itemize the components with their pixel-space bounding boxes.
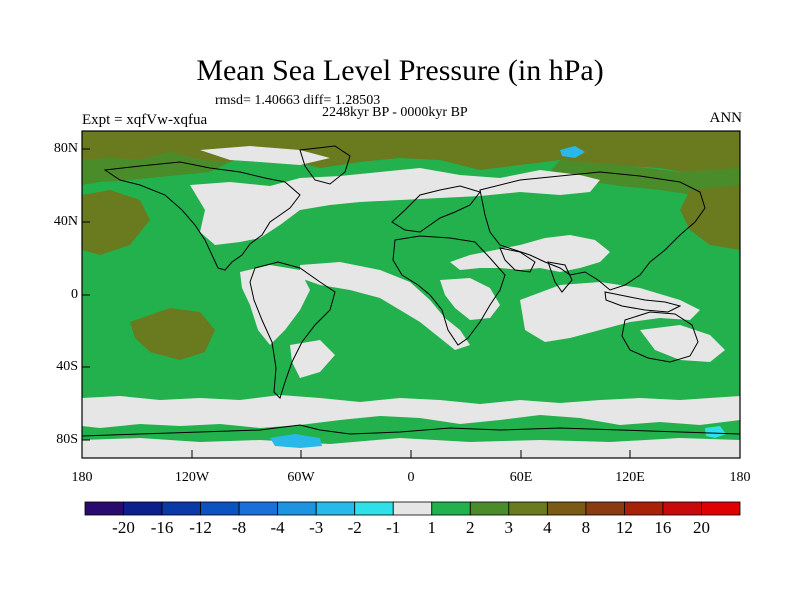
- map-ticks: [82, 148, 631, 458]
- colorbar-swatch: [123, 501, 163, 516]
- lat-label-0: 0: [71, 287, 78, 302]
- field-zero-natl: [190, 168, 600, 245]
- coast-indonesia: [604, 291, 682, 313]
- lon-label-120e: 120E: [615, 470, 645, 485]
- colorbar-label: 4: [543, 518, 552, 537]
- field-neg-antarctic: [270, 434, 322, 448]
- colorbar-swatch: [200, 501, 240, 516]
- lon-label-120w: 120W: [174, 470, 210, 485]
- colorbar-label: 2: [466, 518, 475, 537]
- colorbar-swatch: [624, 501, 664, 516]
- season-label: ANN: [709, 110, 743, 126]
- colorbar-label: -12: [189, 518, 212, 537]
- field-neg-arctic: [560, 146, 585, 158]
- coastlines: [82, 145, 740, 437]
- lon-label-180e: 180: [729, 470, 751, 485]
- coast-asia: [479, 171, 706, 291]
- colorbar-swatch: [84, 501, 124, 516]
- lat-label-40n: 40N: [53, 214, 78, 229]
- field-zero-arabia: [450, 235, 610, 272]
- colorbar-swatch: [508, 501, 548, 516]
- coast-greenland: [299, 145, 351, 185]
- lat-label-40s: 40S: [56, 359, 78, 374]
- field-band-arctic-mid: [82, 152, 230, 185]
- coast-africa: [392, 235, 506, 346]
- colorbar-swatch: [277, 501, 317, 516]
- colorbar-swatch: [238, 501, 279, 516]
- colorbar-label: 12: [615, 518, 633, 537]
- field-zero-antarctic: [82, 438, 740, 458]
- colorbar-label: 20: [693, 518, 710, 537]
- coast-arabia: [499, 247, 536, 273]
- field-band-arctic: [82, 131, 740, 175]
- coast-india: [547, 261, 573, 293]
- colorbar-swatch: [161, 501, 201, 516]
- colorbar-label: -1: [386, 518, 401, 537]
- colorbar-label: 3: [504, 518, 514, 537]
- coast-north-america: [103, 161, 301, 271]
- colorbar-label: 16: [654, 518, 672, 537]
- lon-label-60e: 60E: [509, 470, 533, 485]
- coast-antarctica: [82, 424, 740, 437]
- field-band-neasia: [680, 185, 740, 250]
- period-text: 2248kyr BP - 0000kyr BP: [322, 105, 468, 120]
- field-neg-ross: [705, 426, 726, 438]
- coast-south-america: [249, 261, 336, 399]
- lat-label-80s: 80S: [56, 432, 78, 447]
- colorbar-label: -2: [347, 518, 362, 537]
- field-zero-samerica: [240, 265, 310, 345]
- field-zero-trop-atl: [300, 262, 470, 350]
- colorbar-label: -8: [232, 518, 247, 537]
- stats-text: rmsd= 1.40663 diff= 1.28503: [215, 93, 381, 108]
- field-zero-seindian: [640, 325, 725, 362]
- field-band-npac: [82, 190, 150, 255]
- colorbar-swatch: [315, 501, 356, 516]
- field-zero-indian: [520, 282, 700, 342]
- colorbar-label: 8: [581, 518, 591, 537]
- colorbar-swatch: [701, 501, 741, 516]
- colorbar-swatch: [354, 501, 394, 516]
- lon-label-180w: 180: [71, 470, 93, 485]
- colorbar-label: -20: [112, 518, 135, 537]
- colorbar-swatch: [469, 501, 510, 516]
- lon-label-0: 0: [407, 470, 415, 485]
- coast-australia: [621, 311, 699, 363]
- field-zero-arctic: [200, 146, 330, 165]
- experiment-label: Expt = xqfVw-xqfua: [82, 112, 208, 128]
- colorbar-label: -3: [309, 518, 324, 537]
- colorbar-swatch: [585, 501, 625, 516]
- field-band-spac: [130, 308, 215, 360]
- colorbar-swatch: [431, 501, 471, 516]
- colorbar-swatch: [392, 501, 433, 516]
- colorbar-swatch: [546, 501, 587, 516]
- field-zero-sam-south: [290, 340, 335, 378]
- lat-label-80n: 80N: [53, 141, 78, 156]
- colorbar: [84, 501, 741, 516]
- colorbar-swatch: [662, 501, 702, 516]
- lon-label-60w: 60W: [287, 470, 315, 485]
- colorbar-label: 1: [427, 518, 437, 537]
- colorbar-label: -16: [150, 518, 174, 537]
- map-field: [82, 131, 740, 458]
- coast-europe: [391, 185, 481, 233]
- field-zero-southern: [82, 395, 740, 428]
- colorbar-label: -4: [270, 518, 285, 537]
- map-title: Mean Sea Level Pressure (in hPa): [196, 54, 604, 87]
- field-zero-africa: [440, 278, 500, 320]
